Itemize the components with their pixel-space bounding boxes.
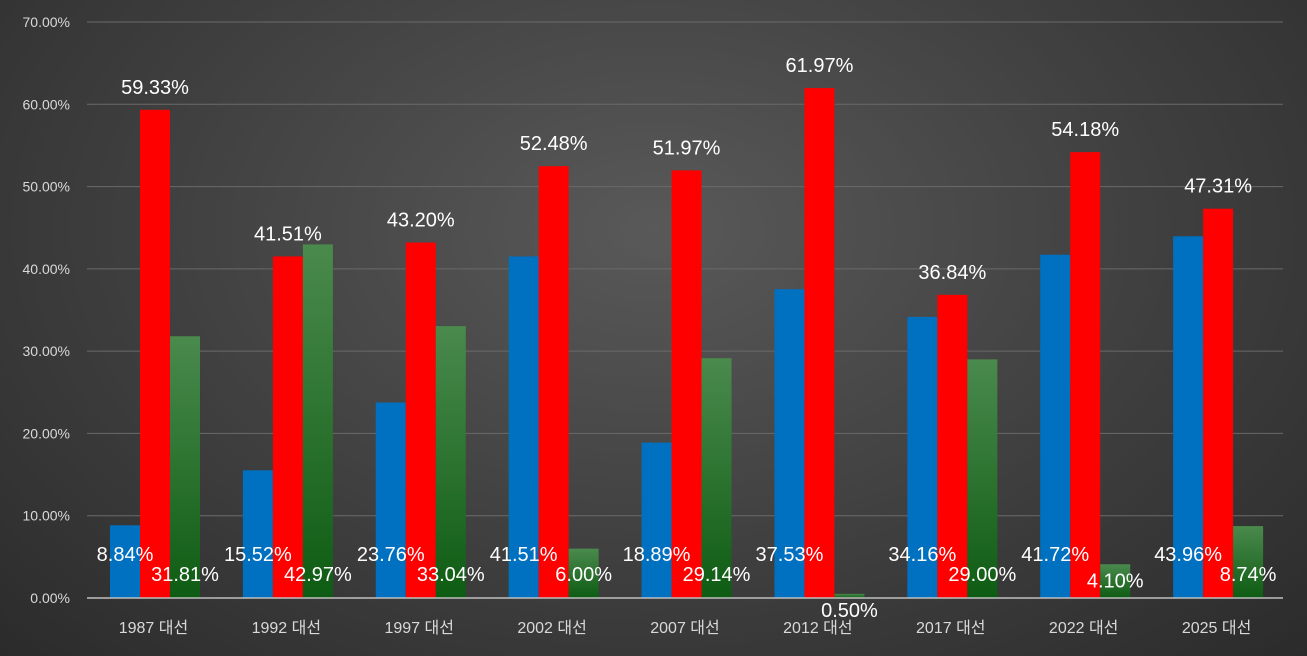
x-category-label: 1992 대선 — [252, 619, 321, 637]
bar — [170, 336, 200, 598]
bar — [1233, 526, 1264, 598]
bar — [110, 525, 140, 598]
data-label: 43.20% — [387, 210, 455, 232]
data-label: 4.10% — [1087, 570, 1144, 592]
bar — [1173, 236, 1204, 598]
bar — [375, 402, 406, 598]
y-axis: 0.00% 10.00% 20.00% 30.00% 40.00% 50.00% 60.00… — [23, 14, 70, 606]
x-category-label: 1997 대선 — [384, 619, 453, 637]
data-label: 51.97% — [653, 137, 721, 159]
data-label: 23.76% — [357, 544, 425, 566]
data-label: 0.50% — [821, 600, 878, 622]
x-category-label: 2012 대선 — [783, 619, 852, 637]
y-tick-label: 50.00% — [23, 179, 70, 195]
y-tick-label: 30.00% — [23, 343, 70, 359]
bar — [302, 244, 333, 599]
data-label: 43.96% — [1154, 544, 1222, 566]
bar — [834, 593, 865, 598]
data-label: 41.72% — [1021, 544, 1089, 566]
bar — [568, 548, 599, 598]
data-label: 18.89% — [623, 544, 691, 566]
bar — [937, 294, 968, 598]
x-category-label: 1987 대선 — [119, 619, 188, 637]
bar — [435, 326, 466, 598]
bar — [272, 256, 303, 598]
data-label: 41.51% — [490, 544, 558, 566]
data-label: 29.14% — [683, 564, 751, 586]
bar — [967, 359, 998, 598]
x-category-label: 2022 대선 — [1049, 619, 1118, 637]
x-category-label: 2002 대선 — [517, 619, 586, 637]
data-label: 34.16% — [888, 544, 956, 566]
x-category-label: 2025 대선 — [1182, 619, 1251, 637]
x-category-label: 2017 대선 — [916, 619, 985, 637]
data-labels: 8.84% 15.52% 23.76% 41.51% 18.89% 37.53% 34.16… — [97, 55, 1277, 622]
bar — [405, 242, 436, 599]
bar — [671, 170, 702, 598]
y-tick-label: 60.00% — [23, 96, 70, 112]
bar — [538, 166, 569, 599]
x-axis: 1987 대선 1992 대선 1997 대선 2002 대선 2007 대선 2012 … — [87, 597, 1283, 637]
data-label: 29.00% — [948, 564, 1016, 586]
data-label: 33.04% — [417, 564, 485, 586]
bars — [110, 88, 1264, 599]
bar — [1100, 564, 1131, 598]
data-label: 47.31% — [1184, 176, 1252, 198]
bar — [907, 316, 938, 598]
bar — [701, 358, 732, 598]
y-tick-label: 40.00% — [23, 261, 70, 277]
bar — [1203, 208, 1234, 598]
bar — [242, 470, 273, 598]
y-tick-label: 0.00% — [30, 590, 70, 606]
bar — [1040, 254, 1071, 599]
data-label: 8.84% — [97, 544, 154, 566]
y-tick-label: 10.00% — [23, 508, 70, 524]
bar — [508, 256, 539, 598]
bar — [641, 442, 672, 598]
data-label: 59.33% — [121, 77, 189, 99]
bar — [774, 289, 805, 598]
data-label: 41.51% — [254, 223, 322, 245]
x-category-label: 2007 대선 — [650, 619, 719, 637]
bar — [1070, 152, 1101, 598]
data-label: 6.00% — [555, 564, 612, 586]
data-label: 36.84% — [918, 262, 986, 284]
bar — [140, 109, 170, 598]
data-label: 61.97% — [786, 55, 854, 77]
data-label: 37.53% — [756, 544, 824, 566]
data-label: 52.48% — [520, 133, 588, 155]
data-label: 54.18% — [1051, 119, 1119, 141]
data-label: 42.97% — [284, 564, 352, 586]
bar — [804, 88, 835, 598]
y-tick-label: 20.00% — [23, 425, 70, 441]
data-label: 15.52% — [224, 544, 292, 566]
data-label: 8.74% — [1220, 564, 1277, 586]
y-tick-label: 70.00% — [23, 14, 70, 30]
data-label: 31.81% — [151, 564, 219, 586]
